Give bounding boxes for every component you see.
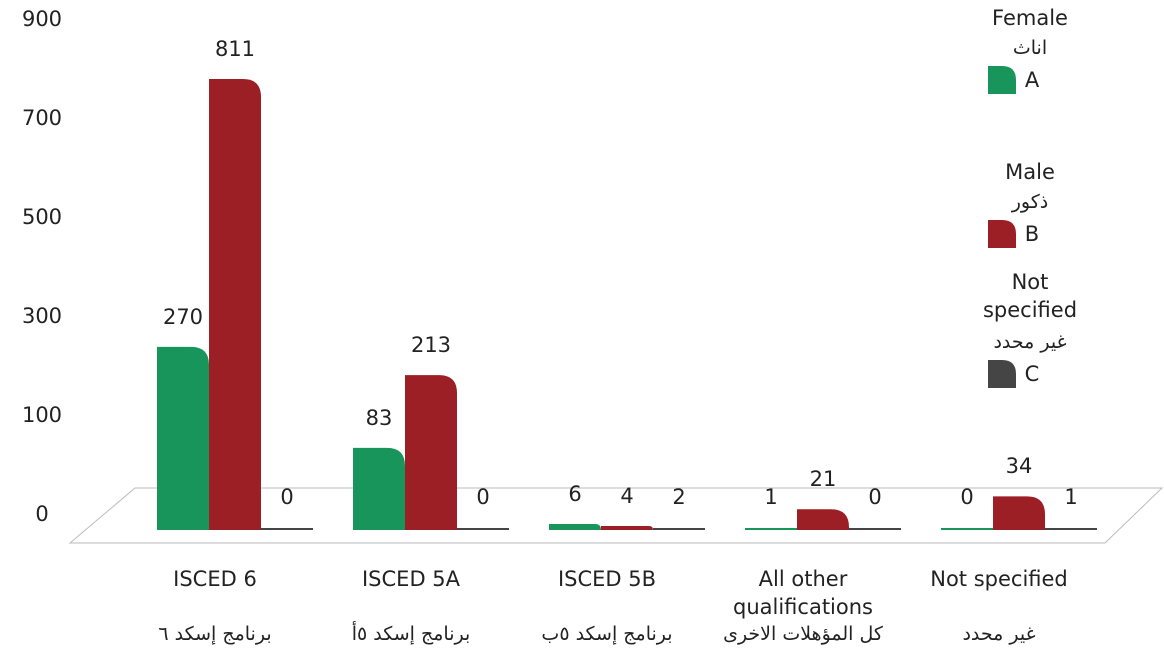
value-label: 0 bbox=[280, 485, 294, 509]
bar bbox=[353, 447, 405, 530]
value-label: 34 bbox=[1005, 454, 1033, 479]
value-label: 0 bbox=[868, 485, 882, 509]
value-label: 0 bbox=[960, 485, 974, 509]
bar bbox=[405, 375, 457, 530]
legend-swatch bbox=[988, 66, 1016, 94]
bar bbox=[653, 528, 705, 530]
bar bbox=[745, 528, 797, 530]
y-tick-label: 700 bbox=[21, 106, 63, 130]
y-tick-label: 900 bbox=[21, 7, 63, 31]
legend-name: Female bbox=[992, 6, 1068, 30]
legend-name-ar: غير محدد bbox=[993, 331, 1067, 353]
y-tick-label: 500 bbox=[21, 205, 63, 229]
legend-label: A bbox=[1024, 68, 1040, 92]
x-tick-label-ar: غير محدد bbox=[962, 623, 1036, 645]
bar bbox=[797, 509, 849, 530]
value-label: 1 bbox=[1064, 485, 1078, 509]
value-label: 6 bbox=[568, 482, 582, 507]
legend-label: B bbox=[1024, 222, 1040, 246]
value-label: 4 bbox=[620, 484, 634, 509]
value-label: 213 bbox=[410, 333, 452, 358]
legend-name-ar: ذكور bbox=[1011, 191, 1049, 213]
value-label: 83 bbox=[365, 405, 393, 430]
x-tick-label: ISCED 5B bbox=[557, 567, 657, 591]
bar bbox=[209, 79, 261, 531]
value-label: 270 bbox=[162, 304, 204, 329]
bar bbox=[157, 346, 209, 530]
y-tick-label: 300 bbox=[21, 304, 63, 328]
y-tick-label: 100 bbox=[21, 403, 63, 427]
bar bbox=[941, 528, 993, 530]
x-tick-label-ar: كل المؤهلات الاخرى bbox=[723, 623, 883, 645]
bar bbox=[457, 528, 509, 530]
x-tick-label: All other qualifications bbox=[733, 567, 873, 619]
x-tick-label-ar: برنامج إسكد ٥أ bbox=[351, 623, 471, 645]
legend-swatch bbox=[988, 220, 1016, 248]
legend-swatch bbox=[988, 360, 1016, 388]
legend-name: Not specified bbox=[982, 270, 1078, 322]
bar bbox=[601, 526, 653, 530]
value-label: 2 bbox=[672, 485, 686, 509]
value-label: 21 bbox=[809, 467, 837, 492]
value-label: 1 bbox=[764, 485, 778, 509]
legend-label: C bbox=[1024, 362, 1040, 386]
bar bbox=[1045, 528, 1097, 530]
value-label: 0 bbox=[476, 485, 490, 509]
x-tick-label: Not specified bbox=[930, 567, 1068, 591]
x-tick-label-ar: برنامج إسكد ٦ bbox=[158, 623, 272, 645]
bar bbox=[993, 496, 1045, 530]
floor bbox=[68, 487, 1164, 544]
legend-name-ar: اناث bbox=[1012, 37, 1048, 59]
legend-name: Male bbox=[1005, 160, 1055, 184]
bar bbox=[549, 524, 601, 530]
bar bbox=[849, 528, 901, 530]
value-label: 811 bbox=[214, 37, 256, 62]
x-tick-label: ISCED 5A bbox=[361, 567, 461, 591]
x-tick-label-ar: برنامج إسكد ٥ب bbox=[541, 623, 673, 645]
x-tick-label: ISCED 6 bbox=[173, 567, 257, 591]
y-tick-label: 0 bbox=[35, 502, 49, 526]
bar bbox=[261, 528, 313, 530]
